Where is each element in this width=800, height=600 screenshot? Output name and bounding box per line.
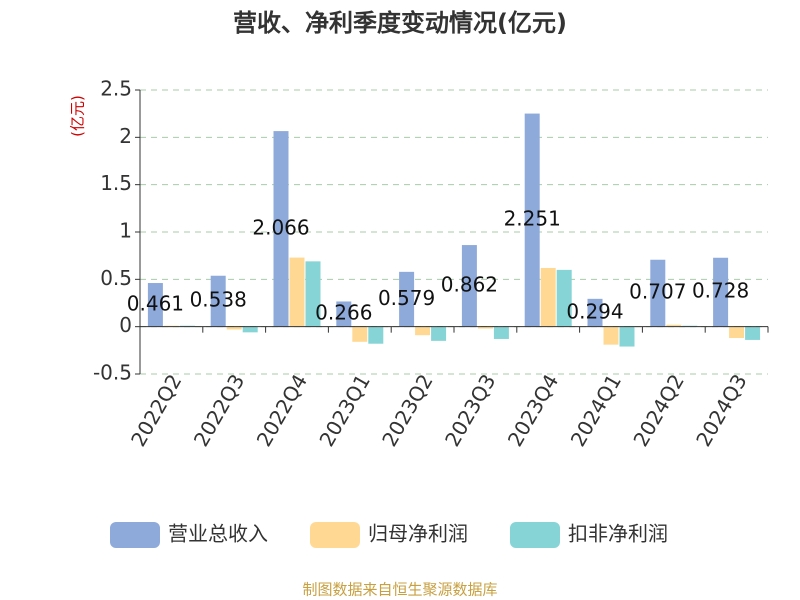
x-tick-label: 2024Q2 [628,370,688,451]
bar [273,131,289,327]
chart-title: 营收、净利季度变动情况(亿元) [233,9,567,37]
y-axis-label: (亿元) [69,95,87,137]
bar [524,113,540,327]
bar [650,259,666,327]
bar [399,271,415,327]
bar [226,326,242,330]
bar [431,326,447,341]
x-tick-label: 2023Q3 [440,370,500,451]
data-label: 0.294 [566,299,623,323]
x-tick-label: 2022Q4 [252,370,312,451]
x-tick-label: 2023Q4 [503,370,563,451]
legend-swatch [310,522,360,548]
bar [147,283,163,327]
y-tick-label: 1 [119,219,132,243]
data-label: 2.066 [252,215,309,239]
bar [666,324,682,327]
bar [729,326,745,339]
data-label: 0.728 [692,279,749,303]
data-label: 0.538 [190,288,247,312]
data-label: 0.266 [315,301,372,325]
y-tick-label: 1.5 [100,171,132,195]
bar [619,326,635,347]
source-note: 制图数据来自恒生聚源数据库 [302,581,497,599]
bar [587,298,603,327]
data-label: 0.862 [441,272,498,296]
y-tick-label: 2.5 [100,77,132,101]
legend-label: 归母净利润 [368,522,468,546]
bar [603,326,619,345]
bar [210,275,226,327]
bar [745,326,761,340]
bar [242,326,258,333]
bar [493,326,509,339]
bar [289,257,305,327]
data-label: 0.579 [378,286,435,310]
bar [336,301,352,327]
data-label: 0.461 [127,291,184,315]
bar [415,326,431,336]
bar [461,245,477,327]
x-tick-label: 2023Q1 [314,370,374,451]
data-label: 0.707 [629,280,686,304]
legend-label: 扣非净利润 [568,522,668,546]
legend-label: 营业总收入 [168,522,268,546]
bar [352,326,368,342]
bar [477,326,493,329]
y-tick-label: -0.5 [93,361,132,385]
legend-swatch [110,522,160,548]
y-tick-label: 2 [119,124,132,148]
y-tick-label: 0.5 [100,266,132,290]
x-tick-label: 2022Q2 [126,370,186,451]
bar [368,326,384,344]
x-tick-label: 2024Q1 [566,370,626,451]
x-tick-label: 2023Q2 [377,370,437,451]
bar [556,269,572,327]
bar [305,261,321,327]
x-tick-label: 2024Q3 [691,370,751,451]
y-tick-label: 0 [119,313,132,337]
x-tick-label: 2022Q3 [189,370,249,451]
bar [540,267,556,327]
legend-swatch [510,522,560,548]
data-label: 2.251 [504,207,561,231]
bar [713,257,729,327]
